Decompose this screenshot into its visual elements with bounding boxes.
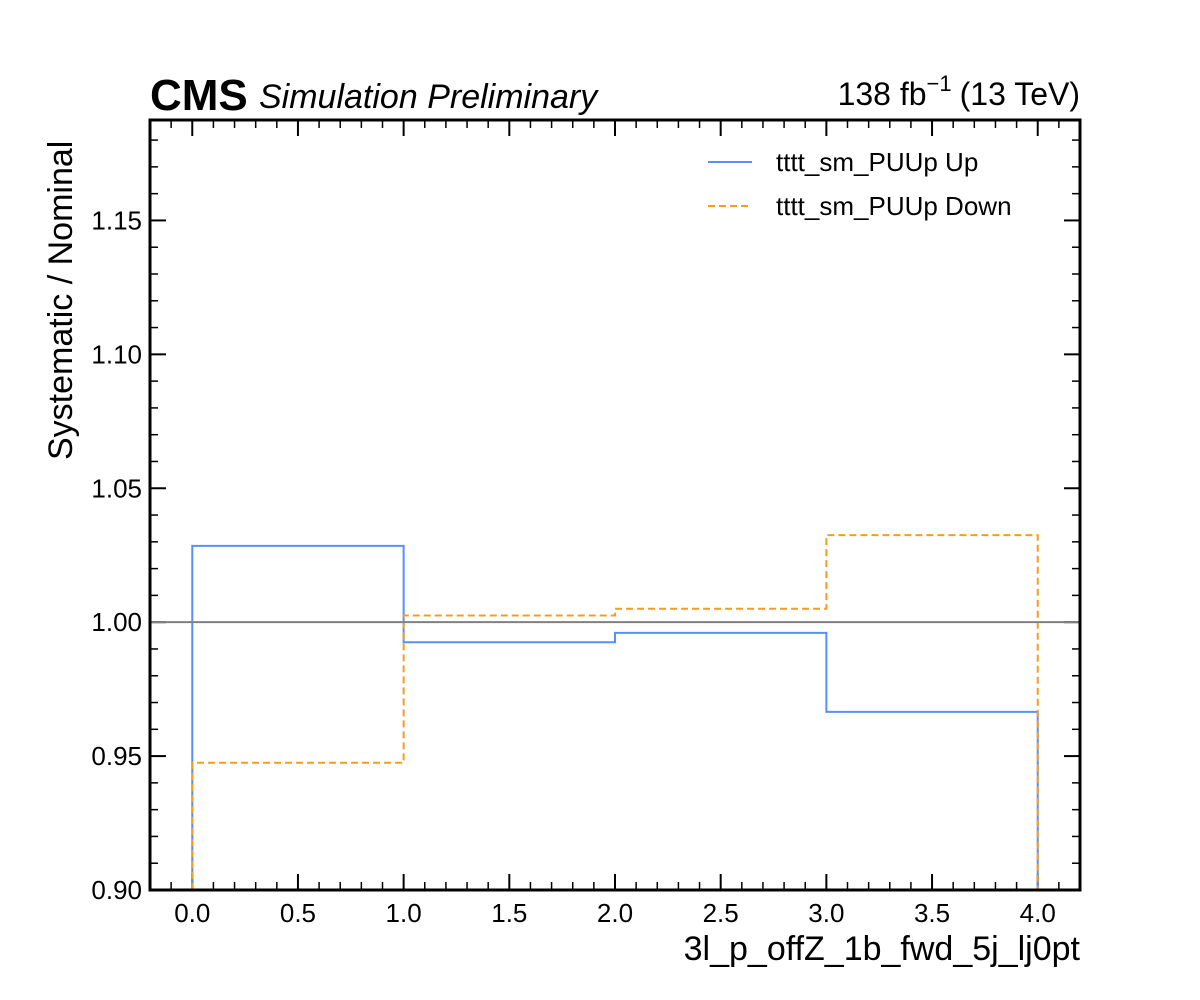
lumi-label: 138 fb−1 (13 TeV) [838, 71, 1080, 112]
x-axis-label: 3l_p_offZ_1b_fwd_5j_lj0pt [684, 930, 1081, 968]
lumi-value: 138 fb [838, 76, 927, 112]
plot-frame [148, 118, 1082, 892]
energy-label: (13 TeV) [960, 76, 1080, 112]
x-tick-label: 4.0 [1020, 898, 1056, 928]
y-tick-label: 1.05 [91, 473, 142, 503]
ticks-group [150, 120, 1081, 891]
y-tick-label: 1.00 [91, 607, 142, 637]
series-1-step-line [191, 544, 1039, 890]
x-tick-label: 3.0 [808, 898, 844, 928]
legend-label-1: tttt_sm_PUUp Up [776, 147, 978, 177]
x-tick-label: 0.5 [280, 898, 316, 928]
y-tick-label: 0.95 [91, 741, 142, 771]
series-2-step-line [191, 534, 1039, 890]
y-axis-label: Systematic / Nominal [42, 141, 80, 460]
legend: tttt_sm_PUUp Up tttt_sm_PUUp Down [708, 147, 1012, 221]
tick-labels-group: 0.0 0.5 1.0 1.5 2.0 2.5 3.0 3.5 4.0 0.90 0.95 1.00 1… [91, 205, 1055, 928]
simulation-label: Simulation Preliminary [259, 78, 599, 116]
series-group [191, 534, 1039, 890]
x-tick-label: 2.0 [597, 898, 633, 928]
x-tick-label: 1.5 [491, 898, 527, 928]
x-tick-label: 2.5 [703, 898, 739, 928]
x-tick-label: 0.0 [174, 898, 210, 928]
x-tick-label: 1.0 [386, 898, 422, 928]
y-tick-label: 1.15 [91, 205, 142, 235]
legend-label-2: tttt_sm_PUUp Down [776, 191, 1012, 221]
y-tick-label: 0.90 [91, 875, 142, 905]
cms-label: CMS [150, 71, 248, 120]
y-tick-label: 1.10 [91, 339, 142, 369]
lumi-exponent: −1 [927, 71, 952, 96]
x-tick-label: 3.5 [914, 898, 950, 928]
